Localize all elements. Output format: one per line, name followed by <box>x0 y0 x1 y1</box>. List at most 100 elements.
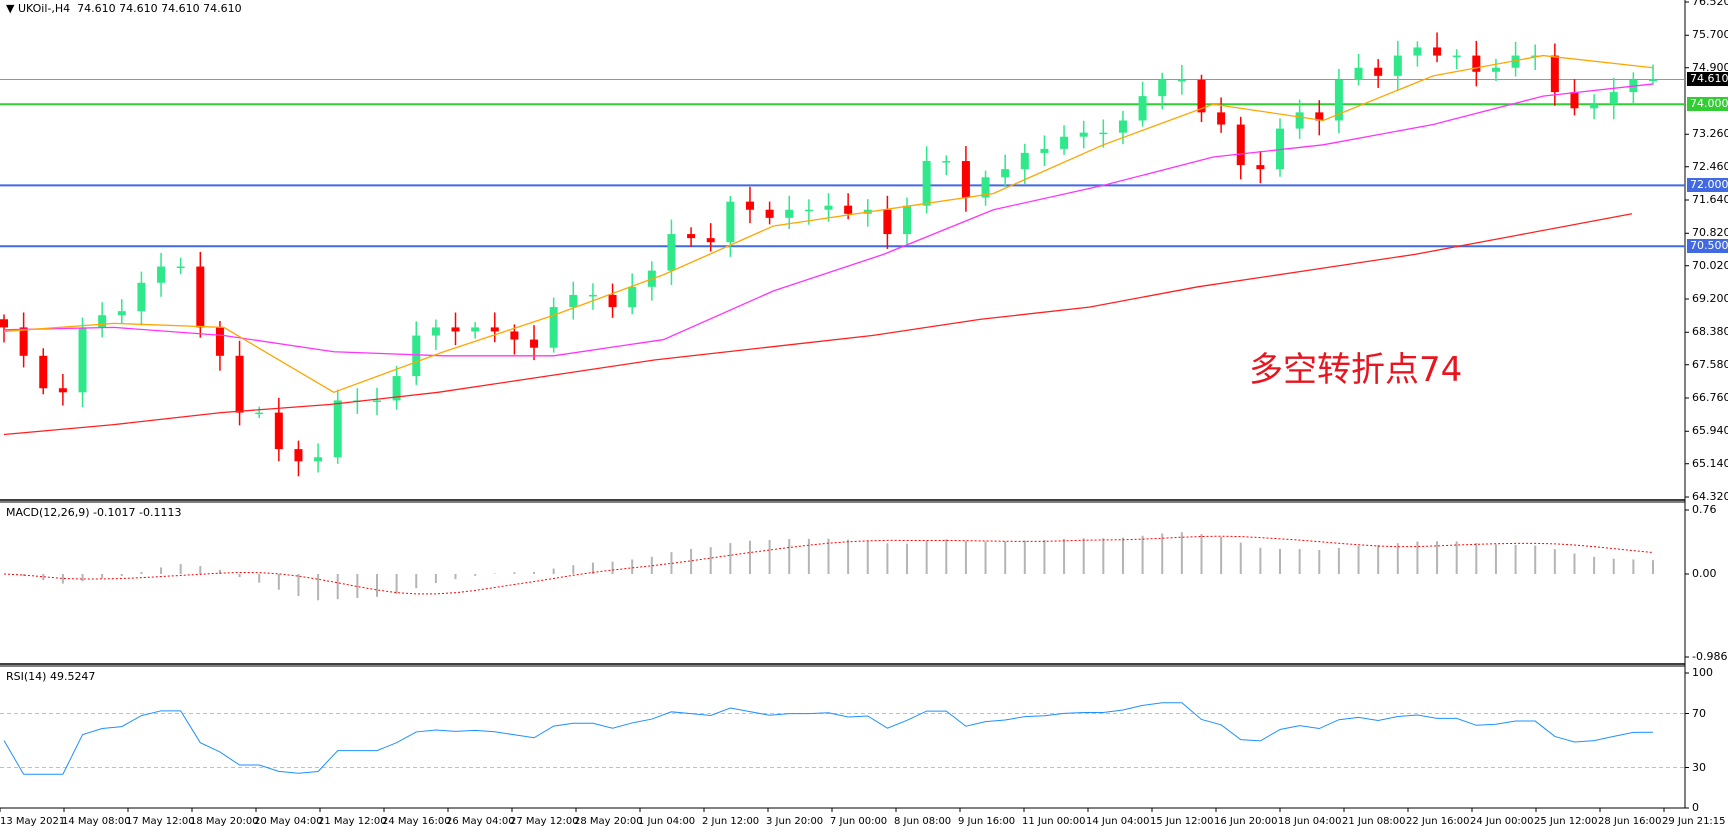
candle-body <box>1334 79 1343 121</box>
rsi-tick-label: 100 <box>1692 666 1713 679</box>
candle-body <box>569 294 578 308</box>
candle-body <box>39 355 48 389</box>
rsi-line <box>3 702 1654 775</box>
candle-body <box>1570 92 1579 109</box>
candle-body <box>1393 55 1402 76</box>
candle-body <box>1433 47 1442 56</box>
price-tick-label: 66.760 <box>1692 391 1728 404</box>
candle-body <box>824 205 833 210</box>
candle-body <box>392 376 401 401</box>
candle-body <box>196 266 205 328</box>
candle-body <box>215 327 224 356</box>
candle-body <box>510 331 519 340</box>
time-tick-label: 21 Jun 08:00 <box>1342 816 1406 827</box>
time-tick-label: 8 Jun 08:00 <box>894 816 952 827</box>
time-tick-label: 27 May 12:00 <box>510 816 579 827</box>
candle-body <box>333 400 342 458</box>
price-tick-label: 76.520 <box>1692 0 1728 8</box>
candle-body <box>451 327 460 332</box>
main-header: ▼ UKOil-,H4 74.610 74.610 74.610 74.610 <box>6 2 242 15</box>
price-tick-label: 65.940 <box>1692 424 1728 438</box>
candle-body <box>981 177 990 198</box>
candle-body <box>883 209 892 235</box>
ohlc-label: 74.610 74.610 74.610 74.610 <box>77 2 242 15</box>
candle-body <box>235 355 244 413</box>
candle-body <box>431 327 440 336</box>
candle-body <box>1374 67 1383 76</box>
candle-body <box>687 234 696 239</box>
candle-body <box>530 339 539 348</box>
candle-body <box>314 457 323 462</box>
candle-body <box>765 209 774 218</box>
candle-body <box>1197 79 1206 113</box>
candle-body <box>1158 79 1167 97</box>
collapse-triangle-icon[interactable]: ▼ <box>6 2 15 15</box>
candle-body <box>1609 92 1618 105</box>
candle-body <box>1079 132 1088 137</box>
candle-body <box>726 201 735 243</box>
candle-body <box>745 201 754 210</box>
rsi-tick-label: 70 <box>1692 706 1706 720</box>
price-tick-label: 70.820 <box>1692 226 1728 240</box>
price-tick-label: 74.900 <box>1692 60 1728 74</box>
candle-body <box>255 412 264 415</box>
candle-body <box>372 400 381 402</box>
ma-fast-line <box>3 54 1654 394</box>
rsi-header: RSI(14) 49.5247 <box>6 670 96 683</box>
time-tick-label: 14 May 08:00 <box>62 816 131 827</box>
candle-body <box>1452 55 1461 58</box>
time-tick-label: 3 Jun 20:00 <box>766 816 824 827</box>
candle-body <box>1236 124 1245 166</box>
candle-body <box>1040 148 1049 153</box>
candle-body <box>1177 79 1186 82</box>
time-tick-label: 16 Jun 20:00 <box>1214 816 1278 827</box>
time-tick-label: 29 Jun 21:15 <box>1662 816 1726 827</box>
candle-body <box>78 327 87 393</box>
macd-tick-label: 0.00 <box>1692 566 1717 580</box>
candle-body <box>1531 55 1540 58</box>
ma-slow-line <box>3 213 1633 436</box>
symbol-label: UKOil-,H4 <box>17 2 71 15</box>
candle-body <box>1413 47 1422 56</box>
candle-body <box>1118 120 1127 133</box>
candle-body <box>1550 55 1559 93</box>
candle-body <box>804 209 813 212</box>
level-tag-70.500: 70.500 <box>1687 239 1728 254</box>
time-tick-label: 2 Jun 12:00 <box>702 816 760 827</box>
candle-body <box>1315 112 1324 121</box>
price-tick-label: 72.460 <box>1692 159 1728 173</box>
rsi-tick-label: 0 <box>1692 801 1699 814</box>
candle-body <box>628 286 637 308</box>
candle-body <box>0 319 8 328</box>
candle-body <box>1491 67 1500 72</box>
candle-body <box>903 205 912 235</box>
candle-body <box>98 315 107 328</box>
candle-body <box>471 327 480 332</box>
candle-body <box>1001 169 1010 178</box>
candle-body <box>922 161 931 206</box>
time-tick-label: 15 Jun 12:00 <box>1150 816 1214 827</box>
price-tick-label: 68.380 <box>1692 325 1728 339</box>
time-tick-label: 7 Jun 00:00 <box>830 816 888 827</box>
price-tick-label: 75.700 <box>1692 28 1728 42</box>
time-tick-label: 11 Jun 00:00 <box>1022 816 1086 827</box>
ma-mid-line <box>3 83 1654 357</box>
price-tick-label: 67.580 <box>1692 357 1728 371</box>
candle-body <box>1276 128 1285 170</box>
candle-body <box>1217 112 1226 125</box>
price-tick-label: 70.020 <box>1692 258 1728 272</box>
candle-body <box>608 294 617 308</box>
macd-tick-label: -0.9862 <box>1692 650 1728 663</box>
time-tick-label: 18 May 20:00 <box>190 816 259 827</box>
candle-body <box>706 238 715 243</box>
time-tick-label: 28 May 20:00 <box>574 816 643 827</box>
candle-body <box>1354 67 1363 80</box>
price-tick-label: 71.640 <box>1692 193 1728 206</box>
rsi-tick-label: 30 <box>1692 760 1706 774</box>
candle-body <box>785 209 794 218</box>
candle-body <box>1138 96 1147 121</box>
time-tick-label: 26 May 04:00 <box>446 816 515 827</box>
price-tick-label: 64.320 <box>1692 490 1728 503</box>
candle-body <box>176 266 185 269</box>
